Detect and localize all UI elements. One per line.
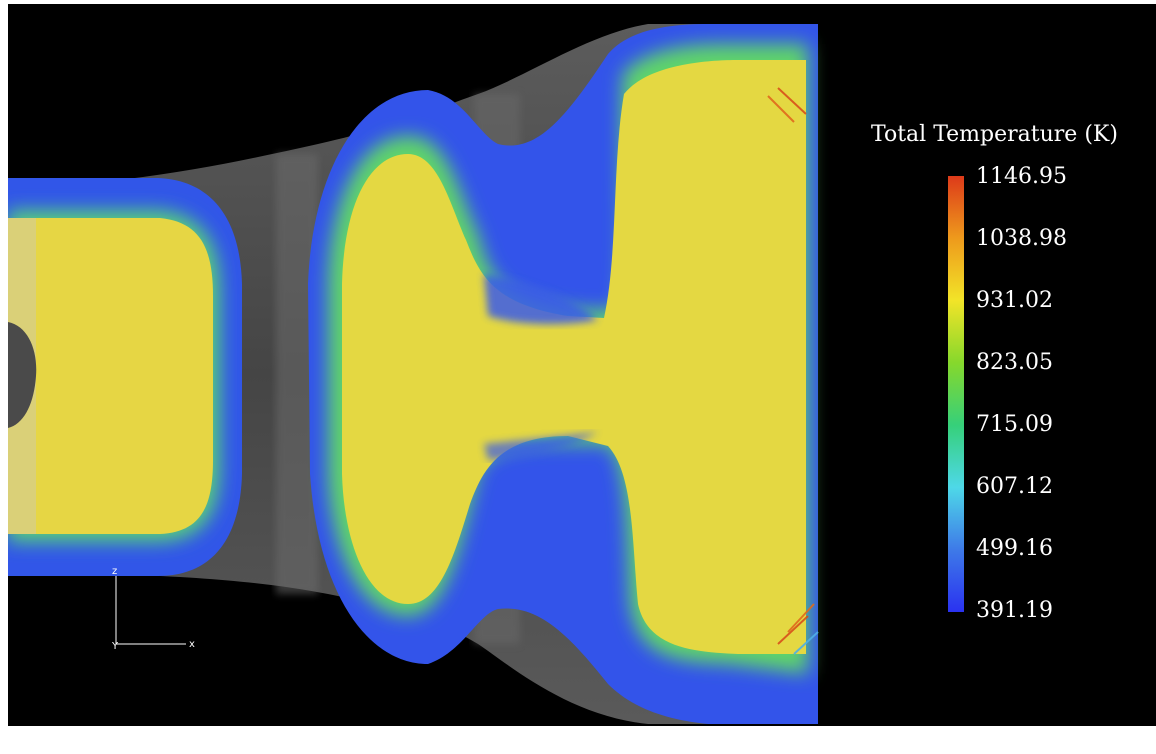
- outlet-shock-streaks: [767, 87, 819, 655]
- legend-tick-label: 931.02: [976, 288, 1053, 313]
- axis-label-z: z: [112, 566, 117, 577]
- legend-tick-label: 715.09: [976, 412, 1053, 437]
- upper-cold-streak: [484, 274, 598, 325]
- axis-label-x: x: [189, 639, 195, 650]
- legend-tick-label: 391.19: [976, 598, 1053, 623]
- right-section-hot-core-upper-lobe: [342, 60, 806, 654]
- legend-tick-label: 823.05: [976, 350, 1053, 375]
- legend-tick-label: 499.16: [976, 536, 1053, 561]
- temperature-contour-scene: z x Y: [8, 24, 819, 724]
- legend-tick-label: 1038.98: [976, 226, 1067, 251]
- render-viewport[interactable]: z x Y Total Temperature (K) 1146.95 1038…: [8, 4, 1156, 726]
- axes-triad: [115, 576, 186, 645]
- left-section-hot-core: [8, 218, 213, 534]
- legend-title: Total Temperature (K): [871, 122, 1118, 147]
- axis-label-origin: Y: [111, 641, 119, 652]
- centerbody-nose: [8, 322, 37, 428]
- color-scale-bar: [948, 176, 964, 612]
- legend-tick-label: 607.12: [976, 474, 1053, 499]
- lower-cold-streak: [484, 432, 598, 460]
- legend-tick-label: 1146.95: [976, 164, 1067, 189]
